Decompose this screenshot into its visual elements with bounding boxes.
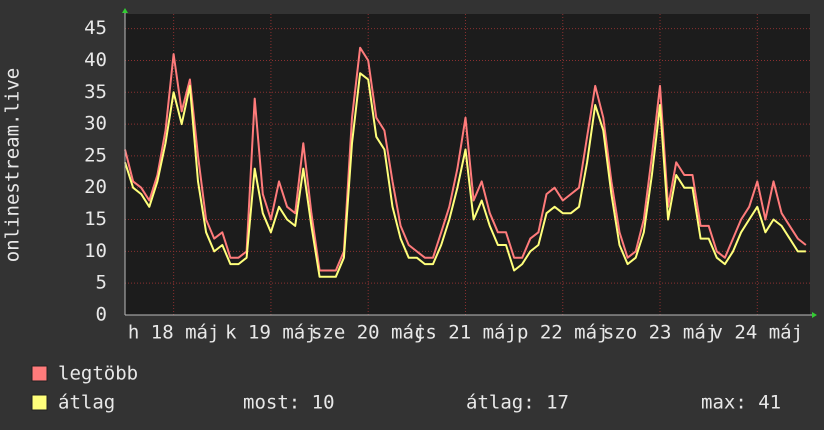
series-line: [124, 46, 807, 272]
legend-label: átlag: [58, 392, 115, 414]
y-tick-label: 30: [84, 113, 107, 135]
y-tick-label: 45: [84, 17, 107, 39]
legend-swatch: [31, 394, 48, 411]
y-arrow: [122, 8, 128, 13]
x-arrow: [812, 312, 817, 318]
plot-layer: [124, 14, 810, 316]
x-tick-label: szo 23 máj: [603, 322, 717, 344]
legend-stat: max: 41: [701, 392, 781, 414]
legend-label: legtöbb: [58, 363, 138, 385]
legend-swatch: [31, 365, 48, 382]
x-tick-label: cs 21 máj: [414, 322, 517, 344]
legend-stat: átlag: 17: [466, 392, 569, 414]
legend-stat: most: 10: [243, 392, 335, 414]
y-tick-label: 40: [84, 49, 107, 71]
y-tick-label: 25: [84, 144, 107, 166]
x-tick-label: h 18 máj: [128, 322, 220, 344]
y-tick-label: 10: [84, 240, 107, 262]
y-tick-label: 20: [84, 176, 107, 198]
x-tick-label: p 22 máj: [517, 322, 609, 344]
series-line: [124, 72, 806, 278]
x-tick-label: v 24 máj: [712, 322, 804, 344]
y-tick-label: 35: [84, 81, 107, 103]
y-tick-label: 15: [84, 208, 107, 230]
x-tick-label: k 19 máj: [225, 322, 317, 344]
y-axis-label: onlinestream.live: [2, 68, 24, 262]
x-tick-label: sze 20 máj: [311, 322, 425, 344]
y-tick-label: 5: [96, 272, 107, 294]
y-tick-label: 0: [96, 304, 107, 326]
